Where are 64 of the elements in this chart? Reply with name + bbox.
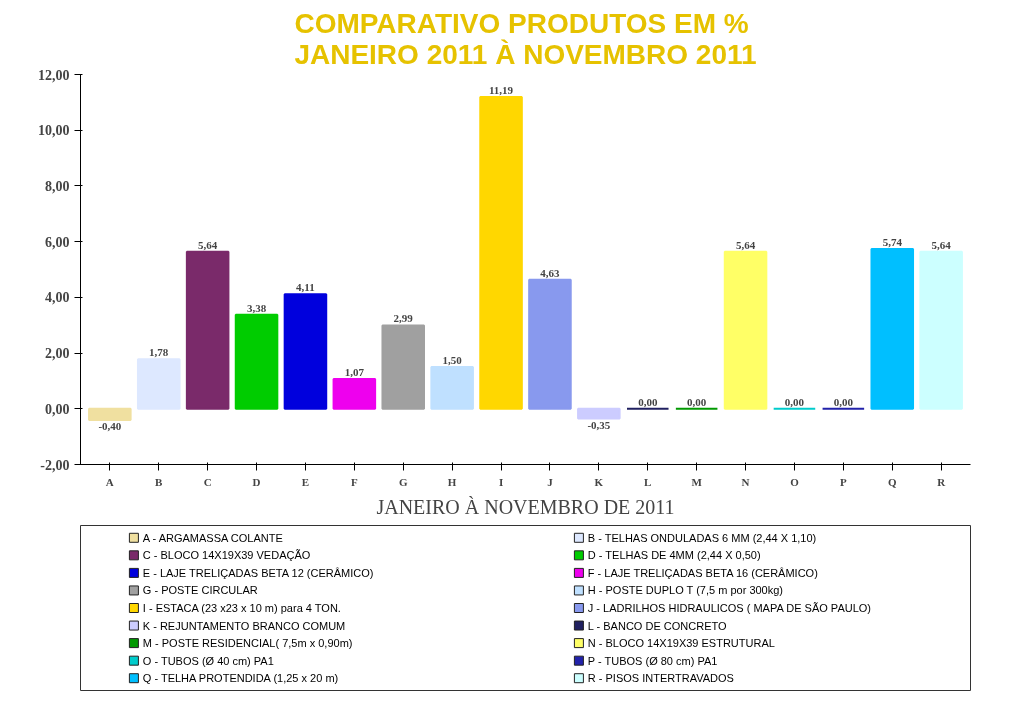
- data-label: 11,19: [488, 84, 514, 97]
- x-tick-label: D: [252, 475, 261, 488]
- legend-label: J - LADRILHOS HIDRAULICOS ( MAPA DE SÃO PAULO): [587, 602, 872, 614]
- legend-label: K - REJUNTAMENTO BRANCO COMUM: [142, 619, 346, 632]
- y-tick-label: 8,00: [45, 178, 70, 194]
- x-tick-label: I: [498, 475, 504, 488]
- legend-label: P - TUBOS (Ø 80 cm) PA1: [587, 654, 718, 667]
- data-label: 0,00: [687, 395, 707, 408]
- x-tick-label: O: [790, 475, 800, 488]
- x-tick-label: K: [594, 475, 604, 488]
- y-tick-label: -2,00: [40, 457, 70, 473]
- x-tick-label: A: [105, 475, 114, 488]
- data-label: 4,11: [296, 281, 315, 294]
- x-tick-label: J: [547, 475, 554, 488]
- x-tick-label: M: [691, 475, 703, 488]
- legend-label: L - BANCO DE CONCRETO: [587, 619, 727, 632]
- legend-label: E - LAJE TRELIÇADAS BETA 12 (CERÂMICO): [142, 566, 374, 579]
- data-label: 5,64: [198, 238, 218, 251]
- legend-label: B - TELHAS ONDULADAS 6 MM (2,44 X 1,10): [587, 531, 817, 544]
- data-label: 5,74: [882, 235, 903, 248]
- data-label: 5,64: [931, 238, 952, 251]
- y-tick-label: 10,00: [38, 123, 70, 139]
- y-tick-label: 2,00: [45, 346, 70, 362]
- legend-label: Q - TELHA PROTENDIDA (1,25 x 20 m): [142, 672, 339, 685]
- legend-label: N - BLOCO 14X19X39 ESTRUTURAL: [587, 637, 775, 650]
- legend-label: C - BLOCO 14X19X39 VEDAÇÃO: [142, 549, 311, 562]
- legend-label: R - PISOS INTERTRAVADOS: [587, 672, 734, 685]
- data-label: 2,99: [393, 312, 414, 325]
- data-label: 5,64: [735, 238, 756, 251]
- x-axis-title: JANEIRO À NOVEMBRO DE 2011: [376, 495, 675, 518]
- data-label: 3,38: [246, 301, 267, 314]
- data-label: 0,00: [833, 395, 854, 408]
- x-tick-label: P: [840, 475, 847, 488]
- legend-label: O - TUBOS (Ø 40 cm) PA1: [142, 654, 274, 667]
- data-label: -0,40: [98, 419, 122, 432]
- legend-label: M - POSTE RESIDENCIAL( 7,5m x 0,90m): [142, 637, 353, 650]
- legend-label: A - ARGAMASSA COLANTE: [142, 531, 283, 544]
- data-label: 1,78: [149, 346, 169, 359]
- y-tick-label: 0,00: [45, 401, 70, 417]
- x-tick-label: Q: [887, 475, 897, 488]
- data-label: 0,00: [784, 395, 805, 408]
- x-tick-label: N: [741, 475, 750, 488]
- x-tick-label: L: [644, 475, 652, 488]
- x-tick-label: H: [447, 475, 457, 488]
- legend-label: I - ESTACA (23 x23 x 10 m) para 4 TON.: [142, 602, 341, 614]
- data-label: -0,35: [587, 418, 611, 431]
- x-tick-label: F: [350, 475, 358, 488]
- y-tick-label: 12,00: [38, 67, 70, 83]
- x-tick-label: R: [937, 475, 947, 488]
- data-label: 1,50: [442, 354, 463, 366]
- y-tick-label: 6,00: [45, 234, 70, 250]
- legend-label: H - POSTE DUPLO T (7,5 m por 300kg): [587, 584, 784, 597]
- x-tick-label: B: [155, 475, 164, 488]
- data-label: 4,63: [540, 266, 561, 279]
- x-tick-label: E: [301, 475, 310, 488]
- legend-label: D - TELHAS DE 4MM (2,44 X 0,50): [587, 549, 761, 562]
- x-tick-label: C: [203, 475, 212, 488]
- legend-label: F - LAJE TRELIÇADAS BETA 16 (CERÂMICO): [587, 566, 818, 579]
- data-label: 1,07: [344, 365, 365, 378]
- chart-title: COMPARATIVO PRODUTOS EM % JANEIRO 2011 À NOVEMBRO 2011: [294, 7, 757, 70]
- x-tick-label: G: [398, 475, 408, 488]
- y-tick-label: 4,00: [45, 290, 70, 306]
- legend-label: G - POSTE CIRCULAR: [142, 584, 258, 597]
- data-label: 0,00: [638, 395, 658, 408]
